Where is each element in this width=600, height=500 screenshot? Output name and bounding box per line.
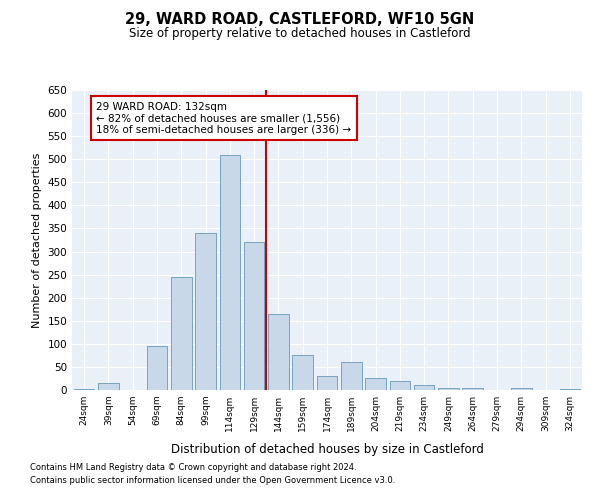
Bar (438, 388, 459, 390)
Y-axis label: Number of detached properties: Number of detached properties (32, 152, 42, 328)
Text: 29, WARD ROAD, CASTLEFORD, WF10 5GN: 29, WARD ROAD, CASTLEFORD, WF10 5GN (125, 12, 475, 28)
Text: Size of property relative to detached houses in Castleford: Size of property relative to detached ho… (129, 28, 471, 40)
Text: Contains HM Land Registry data © Crown copyright and database right 2024.: Contains HM Land Registry data © Crown c… (30, 464, 356, 472)
Bar (220, 154, 240, 390)
Bar (511, 388, 532, 390)
Bar (268, 314, 289, 390)
Bar (74, 389, 94, 390)
Text: Contains public sector information licensed under the Open Government Licence v3: Contains public sector information licen… (30, 476, 395, 485)
Bar (365, 378, 386, 390)
Bar (414, 386, 434, 390)
Bar (244, 242, 265, 390)
Bar (292, 356, 313, 390)
Bar (195, 233, 216, 390)
Text: Distribution of detached houses by size in Castleford: Distribution of detached houses by size … (170, 442, 484, 456)
Bar (389, 381, 410, 390)
Bar (146, 346, 167, 390)
Bar (98, 383, 119, 390)
Bar (171, 277, 191, 390)
Bar (341, 362, 362, 390)
Bar (317, 376, 337, 390)
Text: 29 WARD ROAD: 132sqm
← 82% of detached houses are smaller (1,556)
18% of semi-de: 29 WARD ROAD: 132sqm ← 82% of detached h… (96, 102, 352, 134)
Bar (560, 389, 580, 390)
Bar (463, 388, 483, 390)
